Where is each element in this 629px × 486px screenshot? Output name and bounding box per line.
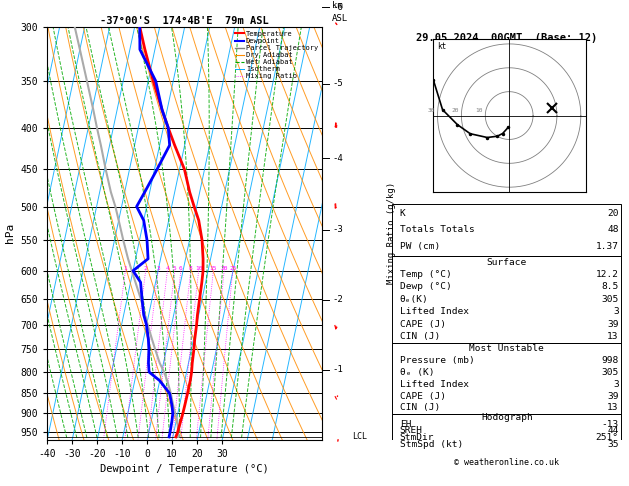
Text: K: K [399,209,406,218]
Text: 2: 2 [144,266,148,271]
Bar [392,256,621,343]
Title: -37°00'S  174°4B'E  79m ASL: -37°00'S 174°4B'E 79m ASL [101,16,269,26]
Text: 39: 39 [607,320,619,329]
Text: Pressure (mb): Pressure (mb) [399,356,474,365]
Legend: Temperature, Dewpoint, Parcel Trajectory, Dry Adiabat, Wet Adiabat, Isotherm, Mi: Temperature, Dewpoint, Parcel Trajectory… [233,28,321,82]
Text: 39: 39 [607,392,619,400]
Text: 29.05.2024  00GMT  (Base: 12): 29.05.2024 00GMT (Base: 12) [416,33,598,43]
Bar [392,204,621,256]
Text: Surface: Surface [487,258,527,267]
Text: km: km [332,1,343,10]
Text: 20: 20 [607,209,619,218]
Bar [392,414,621,448]
Text: 8.5: 8.5 [601,282,619,292]
Text: 998: 998 [601,356,619,365]
Text: CAPE (J): CAPE (J) [399,392,445,400]
Text: 35: 35 [607,440,619,449]
Text: Temp (°C): Temp (°C) [399,270,452,279]
Text: © weatheronline.co.uk: © weatheronline.co.uk [454,458,559,468]
Text: 13: 13 [607,332,619,341]
Bar [392,343,621,414]
Text: -5: -5 [332,80,343,88]
Text: 305: 305 [601,368,619,377]
Text: Totals Totals: Totals Totals [399,226,474,234]
Text: 12.2: 12.2 [596,270,619,279]
Text: 1.37: 1.37 [596,242,619,251]
Text: SREH: SREH [399,426,423,435]
Text: -4: -4 [332,154,343,163]
Text: Mixing Ratio (g/kg): Mixing Ratio (g/kg) [387,182,396,284]
Text: -13: -13 [601,419,619,429]
Text: 8: 8 [189,266,192,271]
Text: 4: 4 [165,266,169,271]
Text: LCL: LCL [352,433,367,441]
Text: 5: 5 [173,266,177,271]
Text: 15: 15 [209,266,217,271]
Text: θₑ(K): θₑ(K) [399,295,428,304]
Text: Most Unstable: Most Unstable [469,344,544,353]
Text: Hodograph: Hodograph [481,413,533,422]
Y-axis label: hPa: hPa [5,223,15,243]
Text: PW (cm): PW (cm) [399,242,440,251]
Text: 6: 6 [179,266,182,271]
Text: -6: -6 [332,3,343,12]
Text: 3: 3 [156,266,160,271]
X-axis label: Dewpoint / Temperature (°C): Dewpoint / Temperature (°C) [101,465,269,474]
Text: 3: 3 [613,307,619,316]
Text: EH: EH [399,419,411,429]
Text: 251°: 251° [596,434,619,442]
Text: Lifted Index: Lifted Index [399,380,469,389]
Text: 44: 44 [607,426,619,435]
Text: CAPE (J): CAPE (J) [399,320,445,329]
Text: 305: 305 [601,295,619,304]
Text: 3: 3 [613,380,619,389]
Text: ASL: ASL [332,14,348,22]
Text: -1: -1 [332,365,343,374]
Text: θₑ (K): θₑ (K) [399,368,434,377]
Text: 10: 10 [195,266,203,271]
Text: -2: -2 [332,295,343,305]
Text: Dewp (°C): Dewp (°C) [399,282,452,292]
Text: Lifted Index: Lifted Index [399,307,469,316]
Text: CIN (J): CIN (J) [399,332,440,341]
Text: StmSpd (kt): StmSpd (kt) [399,440,463,449]
Text: CIN (J): CIN (J) [399,403,440,413]
Text: 1: 1 [123,266,127,271]
Text: 25: 25 [229,266,237,271]
Text: 20: 20 [220,266,228,271]
Text: -3: -3 [332,225,343,234]
Text: StmDir: StmDir [399,434,434,442]
Text: 13: 13 [607,403,619,413]
Text: 48: 48 [607,226,619,234]
